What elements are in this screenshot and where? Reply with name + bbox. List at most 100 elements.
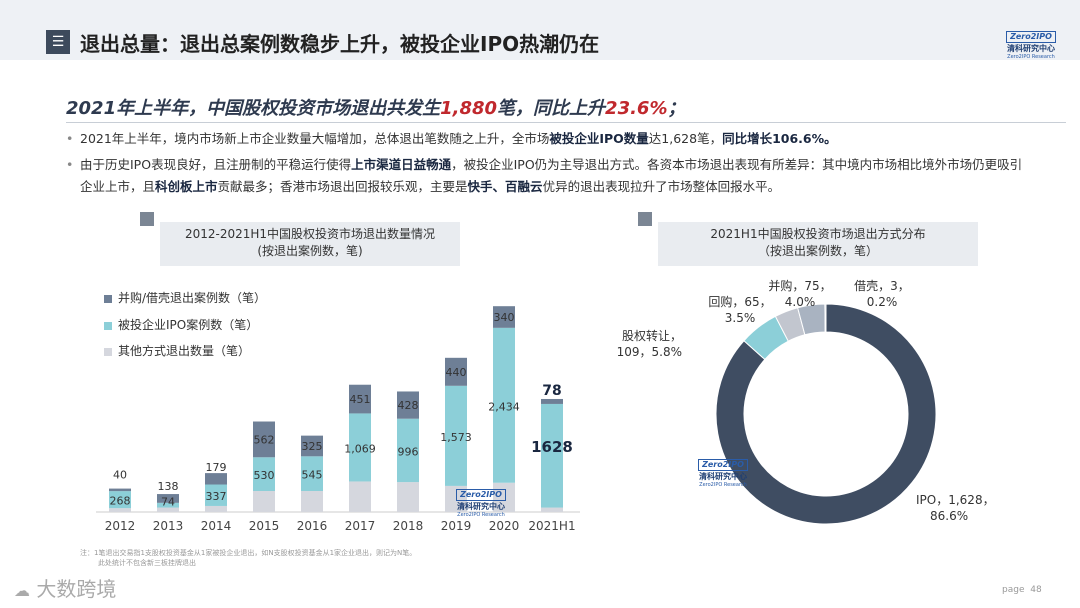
bar-ipo-2021H1 <box>541 403 563 508</box>
donut-label: 回购，65， <box>708 294 771 309</box>
bullet-highlight: 被投企业IPO数量 <box>549 131 649 146</box>
bullet-2-text: 由于历史IPO表现良好，且注册制的平稳运行使得上市渠道日益畅通，被投企业IPO仍… <box>80 154 1026 198</box>
bar-chart-title: 2012-2021H1中国股权投资市场退出数量情况 (按退出案例数，笔) <box>160 222 460 266</box>
brand-icon: ☁ <box>14 581 30 600</box>
bar-other-2016 <box>301 491 323 512</box>
legend-swatch <box>104 321 112 330</box>
donut-label: 3.5% <box>725 311 756 325</box>
watermark-logo: Zero2IPO 清科研究中心 Zero2IPO Research <box>692 452 754 489</box>
title-marker <box>140 212 154 226</box>
bullet-text: ，被投企业IPO仍为主导退出方式。各资本市场退出表现有所差异：其中境内市场相比境… <box>80 157 1023 194</box>
bar-ipo-2014 <box>205 484 227 506</box>
bar-other-2019 <box>445 485 467 512</box>
bar-other-2012 <box>109 508 131 512</box>
footnote: 注：1笔退出交易指1支股权投资基金从1家被投企业退出，如N支股权投资基金从1家企… <box>80 548 416 568</box>
bar-other-2015 <box>253 491 275 512</box>
headline: 2021年上半年，中国股权投资市场退出共发生1,880笔，同比上升23.6%； <box>66 94 686 120</box>
bar-merger-2013 <box>157 494 179 503</box>
legend-swatch <box>104 294 112 303</box>
bar-merger-2017 <box>349 384 371 414</box>
donut-label: IPO，1,628， <box>916 493 995 507</box>
merger-value-label: 179 <box>206 461 227 474</box>
divider <box>66 122 1066 123</box>
bar-merger-2015 <box>253 421 275 458</box>
footer-brand: ☁ 大数跨境 <box>14 573 116 602</box>
pie-chart-title-line2: （按退出案例数，笔） <box>757 244 878 258</box>
logo-mark: Zero2IPO <box>1006 31 1056 43</box>
bar-merger-2019 <box>445 357 467 386</box>
watermark-logo: Zero2IPO 清科研究中心 Zero2IPO Research <box>450 482 512 519</box>
ipo-value-label: 268 <box>110 495 131 508</box>
footer-brand-text: 大数跨境 <box>36 577 117 601</box>
x-tick-label: 2018 <box>393 519 424 533</box>
merger-value-label: 451 <box>350 393 371 406</box>
bar-merger-2014 <box>205 473 227 485</box>
merger-value-label: 138 <box>158 480 179 493</box>
merger-value-label: 340 <box>494 311 515 324</box>
bullet-text: 贡献最多；香港市场退出回报较乐观，主要是 <box>217 179 468 194</box>
bar-chart-title-line1: 2012-2021H1中国股权投资市场退出数量情况 <box>184 227 436 241</box>
bar-ipo-2015 <box>253 457 275 491</box>
headline-growth: 23.6% <box>605 98 668 119</box>
logo-en: Zero2IPO Research <box>1007 54 1055 60</box>
donut-slice-借壳 <box>824 303 827 333</box>
menu-icon[interactable]: ☰ <box>46 30 70 54</box>
legend-ipo: 被投企业IPO案例数（笔） <box>104 316 258 333</box>
donut-label: 86.6% <box>930 509 968 523</box>
pie-chart-title: 2021H1中国股权投资市场退出方式分布 （按退出案例数，笔） <box>658 222 978 266</box>
donut-label: 借壳，3， <box>854 279 910 293</box>
bullet-highlight: 增长106.6%。 <box>747 131 837 146</box>
watermark-en: Zero2IPO Research <box>699 482 747 488</box>
title-marker <box>638 212 652 226</box>
bar-chart-title-line2: (按退出案例数，笔) <box>257 244 363 258</box>
ipo-value-label: 1628 <box>531 438 573 456</box>
bar-merger-2021H1 <box>541 398 563 404</box>
ipo-value-label: 2,434 <box>488 400 520 413</box>
x-tick-label: 2012 <box>105 519 136 533</box>
bullet-text: 由于历史IPO表现良好，且注册制的平稳运行使得 <box>80 157 352 172</box>
x-tick-label: 2015 <box>249 519 280 533</box>
bullet-highlight: 快手、百融云 <box>467 179 543 194</box>
ipo-value-label: 74 <box>161 496 175 509</box>
donut-label: 股权转让， <box>622 328 682 343</box>
x-tick-label: 2019 <box>441 519 472 533</box>
watermark-mark: Zero2IPO <box>456 489 506 501</box>
bar-ipo-2018 <box>397 418 419 483</box>
donut-label: 4.0% <box>785 295 816 309</box>
bar-other-2020 <box>493 482 515 512</box>
watermark-cn: 清科研究中心 <box>699 472 747 481</box>
x-tick-label: 2014 <box>201 519 232 533</box>
watermark-cn: 清科研究中心 <box>457 502 505 511</box>
bullet-highlight: 上市渠道日益畅通 <box>351 157 452 172</box>
legend-merger: 并购/借壳退出案例数（笔） <box>104 289 266 306</box>
ipo-value-label: 530 <box>254 469 275 482</box>
ipo-value-label: 337 <box>206 490 227 503</box>
donut-label: 109，5.8% <box>617 345 682 359</box>
x-tick-label: 2021H1 <box>528 519 575 533</box>
footnote-line2: 此处统计不包含新三板挂牌退出 <box>98 559 196 567</box>
legend-label: 其他方式退出数量（笔） <box>118 344 251 358</box>
merger-value-label: 325 <box>302 440 323 453</box>
merger-value-label: 428 <box>398 399 419 412</box>
x-tick-label: 2016 <box>297 519 328 533</box>
bullet-text: 2021年上半年，境内市场新上市企业数量大幅增加，总体退出笔数随之上升，全市场 <box>80 131 550 146</box>
donut-chart: IPO，1,628， 86.6% 股权转让， 109，5.8% 回购，65， 3.5% 并购… <box>617 278 995 525</box>
headline-mid: 笔，同比上升 <box>497 98 606 119</box>
bullet-dot: • <box>66 131 74 146</box>
bullet-highlight: 同比 <box>722 131 748 146</box>
bar-ipo-2017 <box>349 413 371 482</box>
bar-other-2021H1 <box>541 507 563 512</box>
bar-merger-2018 <box>397 391 419 419</box>
headline-suffix: ； <box>667 98 686 119</box>
bar-chart: 2012 2013 2014 2015 2016 2017 2018 2019 2020 2021… <box>96 306 580 533</box>
page-number: page 48 <box>1002 585 1042 595</box>
legend-label: 被投企业IPO案例数（笔） <box>118 318 259 332</box>
page-number-value: 48 <box>1030 585 1042 595</box>
merger-value-label: 78 <box>542 383 561 399</box>
bar-other-2014 <box>205 505 227 512</box>
donut-slice-IPO <box>715 303 937 525</box>
legend-swatch <box>104 347 112 356</box>
bar-ipo-2016 <box>301 456 323 491</box>
bar-other-2017 <box>349 481 371 512</box>
merger-value-label: 562 <box>254 433 275 446</box>
